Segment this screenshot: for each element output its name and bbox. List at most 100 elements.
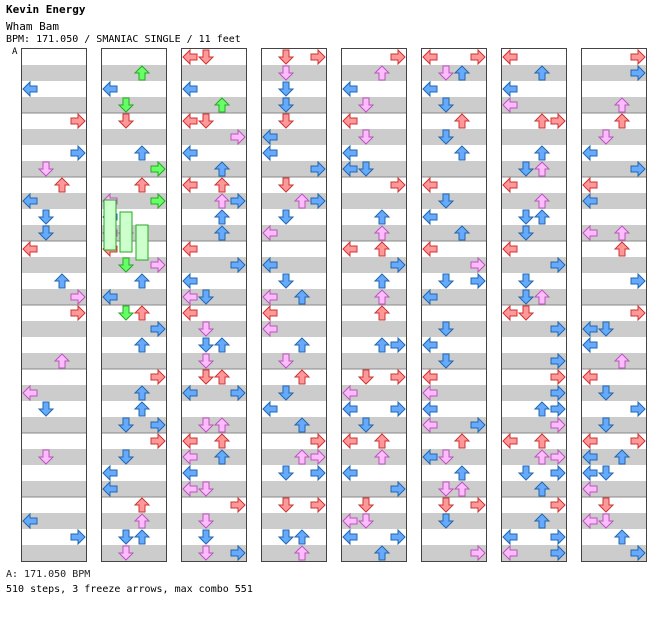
measure-band bbox=[581, 321, 647, 337]
left-arrow-icon bbox=[342, 144, 358, 162]
song-title: Wham Bam bbox=[6, 20, 59, 33]
down-arrow-icon bbox=[277, 353, 295, 369]
left-arrow-icon bbox=[582, 176, 598, 194]
measure-band bbox=[581, 481, 647, 497]
measure-band bbox=[21, 449, 87, 465]
measure-band bbox=[101, 225, 167, 241]
freeze-arrow-icon bbox=[119, 211, 133, 253]
left-arrow-icon bbox=[342, 512, 358, 530]
left-arrow-icon bbox=[342, 464, 358, 482]
up-arrow-icon bbox=[453, 433, 471, 449]
up-arrow-icon bbox=[613, 97, 631, 113]
up-arrow-icon bbox=[133, 385, 151, 401]
step-stats: 510 steps, 3 freeze arrows, max combo 55… bbox=[6, 584, 253, 595]
down-arrow-icon bbox=[437, 481, 455, 497]
column-border bbox=[261, 48, 327, 562]
measure-band bbox=[341, 513, 407, 529]
left-arrow-icon bbox=[182, 448, 198, 466]
measure-band bbox=[21, 65, 87, 81]
right-arrow-icon bbox=[630, 48, 646, 66]
down-arrow-icon bbox=[357, 369, 375, 385]
down-arrow-icon bbox=[437, 513, 455, 529]
measure-band bbox=[581, 545, 647, 561]
right-arrow-icon bbox=[550, 416, 566, 434]
measure-band bbox=[501, 545, 567, 561]
up-arrow-icon bbox=[533, 433, 551, 449]
right-arrow-icon bbox=[550, 400, 566, 418]
down-arrow-icon bbox=[597, 497, 615, 513]
measure-band bbox=[181, 129, 247, 145]
down-arrow-icon bbox=[437, 129, 455, 145]
up-arrow-icon bbox=[453, 481, 471, 497]
left-arrow-icon bbox=[182, 432, 198, 450]
measure-band bbox=[421, 257, 487, 273]
up-arrow-icon bbox=[293, 193, 311, 209]
down-arrow-icon bbox=[437, 497, 455, 513]
right-arrow-icon bbox=[630, 544, 646, 562]
down-arrow-icon bbox=[437, 321, 455, 337]
up-arrow-icon bbox=[453, 113, 471, 129]
right-arrow-icon bbox=[230, 496, 246, 514]
down-arrow-icon bbox=[37, 449, 55, 465]
measure-band bbox=[501, 417, 567, 433]
right-arrow-icon bbox=[150, 432, 166, 450]
right-arrow-icon bbox=[70, 528, 86, 546]
measure-band bbox=[181, 321, 247, 337]
measure-band bbox=[101, 257, 167, 273]
bpm-legend: A: 171.050 BPM bbox=[6, 569, 91, 580]
down-arrow-icon bbox=[437, 273, 455, 289]
left-arrow-icon bbox=[262, 224, 278, 242]
right-arrow-icon bbox=[390, 336, 406, 354]
measure-band bbox=[501, 353, 567, 369]
right-arrow-icon bbox=[550, 544, 566, 562]
measure-band bbox=[101, 353, 167, 369]
up-arrow-icon bbox=[213, 337, 231, 353]
measure-band bbox=[581, 257, 647, 273]
measure-band bbox=[261, 289, 327, 305]
left-arrow-icon bbox=[582, 512, 598, 530]
measure-band bbox=[101, 161, 167, 177]
down-arrow-icon bbox=[357, 513, 375, 529]
down-arrow-icon bbox=[517, 209, 535, 225]
down-arrow-icon bbox=[357, 97, 375, 113]
down-arrow-icon bbox=[277, 385, 295, 401]
left-arrow-icon bbox=[502, 96, 518, 114]
left-arrow-icon bbox=[422, 448, 438, 466]
right-arrow-icon bbox=[150, 192, 166, 210]
left-arrow-icon bbox=[582, 368, 598, 386]
measure-band bbox=[101, 545, 167, 561]
right-arrow-icon bbox=[230, 384, 246, 402]
measure-band bbox=[421, 513, 487, 529]
up-arrow-icon bbox=[293, 529, 311, 545]
measure-band bbox=[261, 225, 327, 241]
left-arrow-icon bbox=[182, 288, 198, 306]
column-border bbox=[581, 48, 647, 562]
up-arrow-icon bbox=[133, 401, 151, 417]
up-arrow-icon bbox=[613, 241, 631, 257]
measure-band bbox=[341, 129, 407, 145]
measure-band bbox=[261, 513, 327, 529]
measure-band bbox=[181, 193, 247, 209]
up-arrow-icon bbox=[133, 145, 151, 161]
up-arrow-icon bbox=[213, 97, 231, 113]
up-arrow-icon bbox=[293, 337, 311, 353]
down-arrow-icon bbox=[597, 513, 615, 529]
up-arrow-icon bbox=[133, 529, 151, 545]
right-arrow-icon bbox=[390, 528, 406, 546]
up-arrow-icon bbox=[453, 145, 471, 161]
measure-band bbox=[341, 289, 407, 305]
left-arrow-icon bbox=[182, 480, 198, 498]
up-arrow-icon bbox=[373, 289, 391, 305]
measure-band bbox=[501, 97, 567, 113]
left-arrow-icon bbox=[22, 512, 38, 530]
measure-band bbox=[421, 385, 487, 401]
up-arrow-icon bbox=[373, 209, 391, 225]
down-arrow-icon bbox=[437, 97, 455, 113]
measure-band bbox=[341, 321, 407, 337]
measure-band bbox=[21, 545, 87, 561]
left-arrow-icon bbox=[102, 288, 118, 306]
right-arrow-icon bbox=[630, 400, 646, 418]
up-arrow-icon bbox=[293, 449, 311, 465]
left-arrow-icon bbox=[422, 288, 438, 306]
right-arrow-icon bbox=[70, 288, 86, 306]
